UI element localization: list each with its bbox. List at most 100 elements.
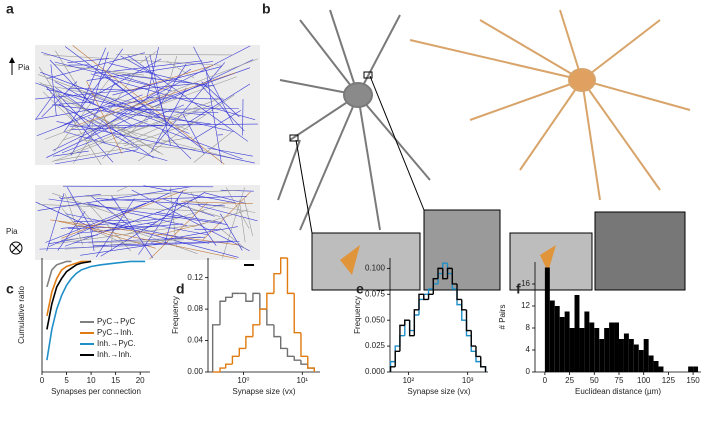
hist-step <box>394 350 400 367</box>
network-edge <box>34 83 199 100</box>
network-edge <box>57 211 86 251</box>
network-edge <box>185 200 256 213</box>
network-edge <box>37 74 189 131</box>
hist-step <box>231 355 240 365</box>
network-edge <box>149 202 208 260</box>
hist-step <box>266 309 274 326</box>
hist-step <box>413 309 419 336</box>
network-edge <box>225 187 250 229</box>
artwork <box>9 9 691 291</box>
network-edge <box>66 186 94 232</box>
hist-step <box>394 345 400 362</box>
network-edge <box>40 83 180 112</box>
network-edge <box>127 55 249 142</box>
y-tick-label: 0.050 <box>365 315 386 324</box>
series-line <box>46 260 92 317</box>
network-edge <box>147 223 208 236</box>
network-edge <box>55 101 93 105</box>
series-line <box>46 260 92 330</box>
chart: 0 25 50 75 100 125 150 0 4 8 12 16 Euclidean distanc… <box>498 262 701 396</box>
neuron-orange <box>409 9 691 201</box>
hist-step <box>266 292 274 310</box>
hist-step <box>389 366 396 372</box>
pia-label: Pia <box>6 227 18 236</box>
hist-step <box>300 332 308 357</box>
network-edge <box>207 147 253 157</box>
zoom-box <box>363 71 373 79</box>
inset-3d-left <box>311 232 421 291</box>
bar <box>633 344 639 372</box>
hist-step <box>238 347 246 357</box>
chart: 10⁰ 10¹ 0.00 0.04 0.08 0.12 Synapse size (vx) F… <box>171 257 320 396</box>
bar <box>579 328 585 372</box>
hist-step <box>211 324 221 372</box>
network-edge <box>67 120 148 155</box>
network-edge <box>86 81 123 154</box>
network-edge <box>182 113 205 154</box>
network-edge <box>166 60 195 79</box>
x-tick-label: 150 <box>686 376 700 385</box>
x-tick-label: 0 <box>40 376 45 385</box>
hist-step <box>245 335 253 349</box>
hist-step <box>259 293 267 310</box>
hist-step <box>300 360 308 365</box>
zoom-line <box>295 139 313 234</box>
hist-step <box>456 289 462 306</box>
y-tick-label: 0.00 <box>187 367 203 376</box>
network-edge <box>92 51 109 105</box>
x-axis-label: Synapse size (vx) <box>232 387 295 396</box>
network-edge <box>108 105 206 116</box>
network-edge <box>155 212 222 223</box>
network-edge <box>45 202 147 243</box>
x-axis-label: Synapses per connection <box>51 387 141 396</box>
y-tick-label: 0.100 <box>365 263 386 272</box>
x-tick-label: 10² <box>403 376 415 385</box>
network-edge <box>101 196 247 201</box>
network-edge <box>42 91 77 125</box>
x-tick-label: 10 <box>87 376 96 385</box>
network-edge <box>47 234 98 245</box>
hist-step <box>273 273 281 294</box>
network-edge <box>149 54 171 146</box>
zoom-line <box>369 75 425 211</box>
bar <box>638 350 644 372</box>
network-edge <box>52 192 142 224</box>
x-tick-label: 75 <box>615 376 624 385</box>
hist-step <box>475 346 481 358</box>
network-edge <box>58 85 146 128</box>
hist-step <box>408 320 415 337</box>
bar <box>599 339 605 372</box>
network-edge <box>238 199 246 243</box>
network-edge <box>100 191 206 257</box>
network-edge <box>56 121 255 164</box>
panel-label: f <box>516 281 521 297</box>
bar <box>604 328 610 372</box>
network-edge <box>67 58 110 63</box>
hist-step <box>399 335 405 347</box>
network-edge <box>109 223 239 258</box>
pia-label: Pia <box>18 63 30 72</box>
network-edge <box>61 189 187 239</box>
hist-step <box>423 294 429 301</box>
legend-label: Inh.→Inh. <box>97 350 132 359</box>
hist-step <box>404 319 410 336</box>
network-edge <box>48 198 228 225</box>
hist-step <box>293 293 301 334</box>
network-edge <box>89 223 95 252</box>
network-edge <box>188 83 251 123</box>
y-tick-label: 0 <box>526 367 531 376</box>
neuron-gray <box>277 9 431 231</box>
bar <box>609 322 615 372</box>
hist-step <box>470 335 476 352</box>
hist-step <box>461 299 467 311</box>
network-edge <box>50 64 57 116</box>
series-line <box>46 260 72 288</box>
hist-step <box>307 356 315 372</box>
bar <box>559 317 565 372</box>
legend-label: PyC→Inh. <box>97 328 133 337</box>
bar <box>589 322 595 372</box>
hist-step <box>418 298 424 315</box>
network-edge <box>61 193 101 199</box>
network-edge <box>88 239 184 244</box>
